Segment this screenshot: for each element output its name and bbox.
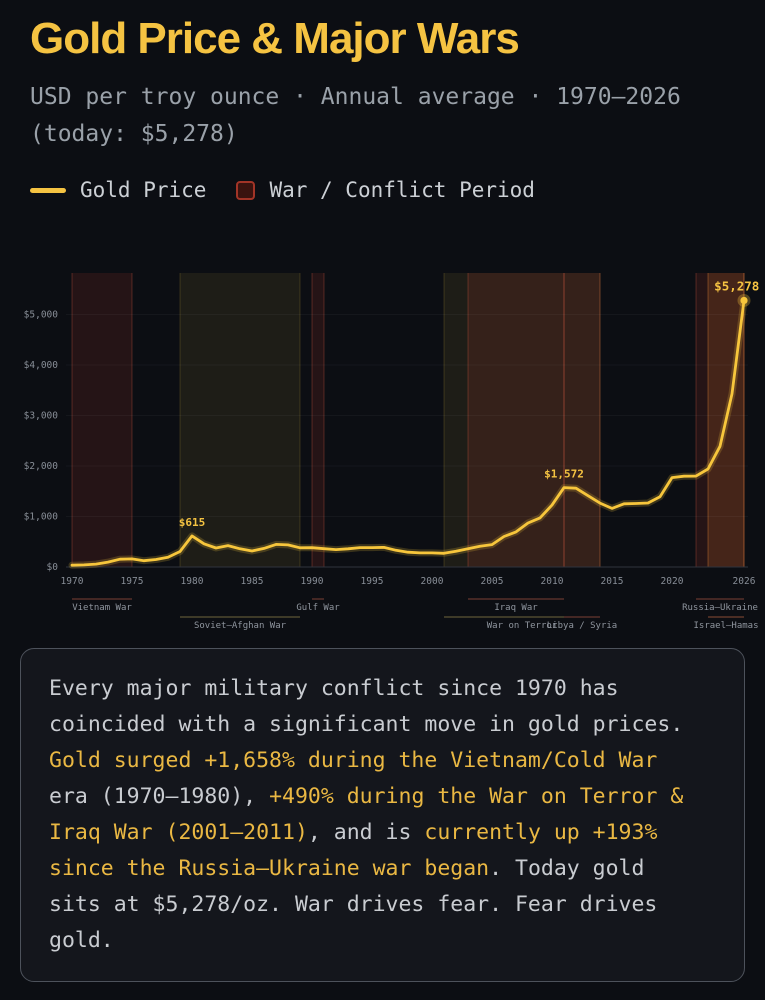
gold-price-line: [70, 299, 746, 567]
x-tick-label: 2015: [601, 576, 624, 587]
war-band: [696, 273, 744, 568]
x-tick-label: 1990: [301, 576, 324, 587]
war-band: [444, 273, 600, 568]
summary-segment: Every major military conflict since 1970…: [49, 676, 684, 738]
summary-highlight: currently up +193% since the Russia–Ukra…: [49, 820, 658, 882]
summary-highlight: Gold surged +1,658% during the Vietnam/C…: [49, 748, 658, 774]
war-band: [180, 273, 300, 568]
gold-line-glow: [68, 297, 748, 569]
page-title: Gold Price & Major Wars: [30, 14, 520, 63]
x-tick-label: 2020: [661, 576, 684, 587]
summary-segment: , and is: [307, 820, 425, 846]
war-band: [564, 273, 600, 568]
war-period-label: Iraq War: [494, 603, 538, 613]
war-period-label: Israel–Hamas: [693, 621, 758, 631]
summary-segment: era (1970–1980),: [49, 784, 270, 810]
war-period-label: Vietnam War: [72, 603, 132, 613]
x-tick-label: 2005: [481, 576, 504, 587]
x-tick-label: 2026: [733, 576, 756, 587]
war-period-label: Russia–Ukraine: [682, 603, 758, 613]
x-tick-label: 2010: [541, 576, 564, 587]
war-period-swatch-icon: [236, 180, 256, 200]
legend: Gold Price War / Conflict Period: [30, 178, 765, 202]
y-tick-label: $2,000: [24, 461, 59, 472]
y-tick-label: $5,000: [24, 310, 59, 321]
legend-war-label: War / Conflict Period: [269, 178, 535, 203]
war-band: [312, 273, 324, 568]
y-tick-label: $3,000: [24, 411, 59, 422]
endpoint-dot: [740, 297, 748, 305]
y-tick-label: $4,000: [24, 360, 59, 371]
x-tick-label: 1970: [61, 576, 84, 587]
x-tick-label: 1995: [361, 576, 384, 587]
summary-panel: Every major military conflict since 1970…: [20, 648, 745, 983]
price-annotation: $615: [179, 516, 206, 529]
gold-price-chart: $0 $1,000 $2,000 $3,000 $4,000 $5,000 1970 1975…: [24, 273, 759, 631]
x-tick-label: 1980: [181, 576, 204, 587]
gold-line-swatch-icon: [30, 187, 66, 193]
war-period-label: Libya / Syria: [547, 621, 617, 631]
chart-area: $0 $1,000 $2,000 $3,000 $4,000 $5,000 1970 1975…: [0, 270, 765, 640]
war-period-label: Gulf War: [296, 603, 340, 613]
x-tick-label: 1985: [241, 576, 264, 587]
war-period-label: War on Terror: [487, 621, 558, 631]
price-annotation: $1,572: [544, 468, 584, 481]
x-tick-label: 1975: [121, 576, 144, 587]
x-tick-label: 2000: [421, 576, 444, 587]
summary-segment: . Today gold sits at $5,278/oz. War driv…: [49, 856, 658, 954]
war-period-label: Soviet–Afghan War: [194, 621, 287, 631]
y-tick-label: $1,000: [24, 512, 59, 523]
legend-gold-label: Gold Price: [80, 178, 207, 203]
summary-text: Every major military conflict since 1970…: [49, 671, 701, 959]
war-band: [72, 273, 132, 568]
header: Gold Price & Major Wars USD per troy oun…: [0, 14, 765, 202]
war-band: [468, 273, 564, 568]
page-subtitle: USD per troy ounce · Annual average · 19…: [30, 84, 681, 148]
y-tick-label: $0: [47, 562, 59, 573]
summary-highlight: +490% during the War on Terror & Iraq Wa…: [49, 784, 684, 846]
price-annotation: $5,278: [714, 279, 759, 294]
